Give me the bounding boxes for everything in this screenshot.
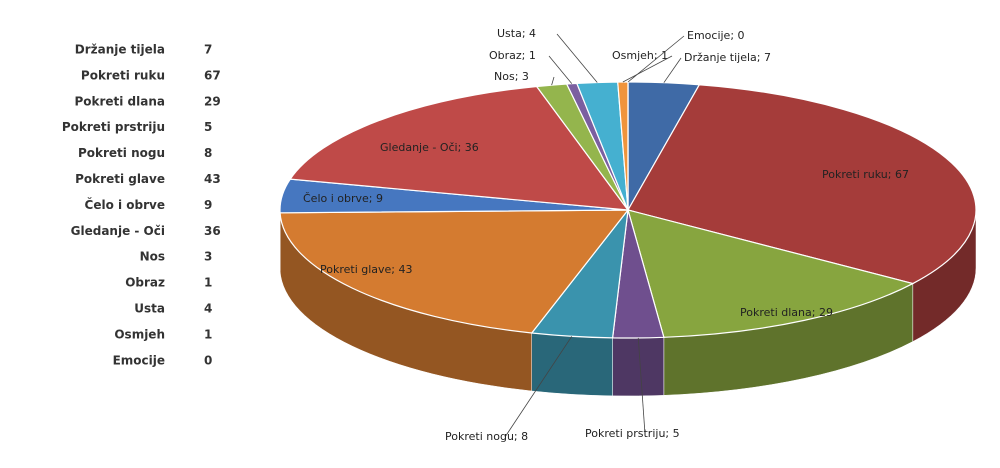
data-label: Obraz; 1 [489, 49, 536, 62]
table-category: Gledanje - Oči [71, 224, 165, 238]
leader-line [663, 57, 682, 83]
table-value: 43 [204, 172, 221, 186]
slice [289, 85, 630, 211]
table-value: 3 [204, 250, 212, 264]
table-value: 0 [204, 353, 212, 367]
data-label: Pokreti prstriju; 5 [585, 427, 680, 440]
table-value: 36 [204, 224, 221, 238]
table-category: Nos [140, 250, 165, 264]
slice [627, 84, 977, 285]
data-label: Pokreti dlana; 29 [740, 306, 833, 319]
table-category: Usta [134, 302, 165, 316]
data-label: Osmjeh; 1 [612, 49, 668, 62]
table-category: Emocije [113, 353, 165, 367]
slice-side [531, 332, 613, 397]
data-label: Nos; 3 [494, 70, 529, 83]
data-label: Usta; 4 [497, 27, 536, 40]
leader-line [551, 76, 555, 86]
table-category: Pokreti dlana [74, 94, 165, 108]
table-category: Držanje tijela [75, 43, 165, 57]
data-label: Čelo i obrve; 9 [303, 192, 383, 205]
table-value: 29 [204, 94, 221, 108]
table-value: 1 [204, 276, 212, 290]
data-label: Pokreti glave; 43 [320, 263, 413, 276]
table-category: Pokreti glave [75, 172, 165, 186]
leader-line [622, 55, 673, 83]
slice-side [612, 337, 665, 397]
table-category: Pokreti nogu [78, 146, 165, 160]
leader-line [548, 55, 573, 84]
data-label: Emocije; 0 [687, 29, 745, 42]
table-value: 5 [204, 120, 212, 134]
leader-line [637, 337, 646, 435]
table-category: Pokreti prstriju [62, 120, 165, 134]
table-value: 4 [204, 302, 212, 316]
data-label: Pokreti ruku; 67 [822, 168, 909, 181]
table-category: Obraz [125, 276, 165, 290]
table-category: Pokreti ruku [81, 68, 165, 82]
table-value: 9 [204, 198, 212, 212]
table-value: 7 [204, 43, 212, 57]
leader-line [504, 336, 573, 438]
slice [627, 209, 915, 338]
table-value: 67 [204, 68, 221, 82]
table-value: 8 [204, 146, 212, 160]
data-label: Gledanje - Oči; 36 [380, 141, 479, 154]
slice [279, 209, 630, 334]
leader-line [627, 35, 685, 83]
table-category: Osmjeh [114, 327, 165, 341]
data-label: Držanje tijela; 7 [684, 51, 771, 64]
table-category: Čelo i obrve [85, 197, 165, 212]
data-label: Pokreti nogu; 8 [445, 430, 528, 443]
leader-line [556, 33, 598, 83]
table-value: 1 [204, 327, 212, 341]
